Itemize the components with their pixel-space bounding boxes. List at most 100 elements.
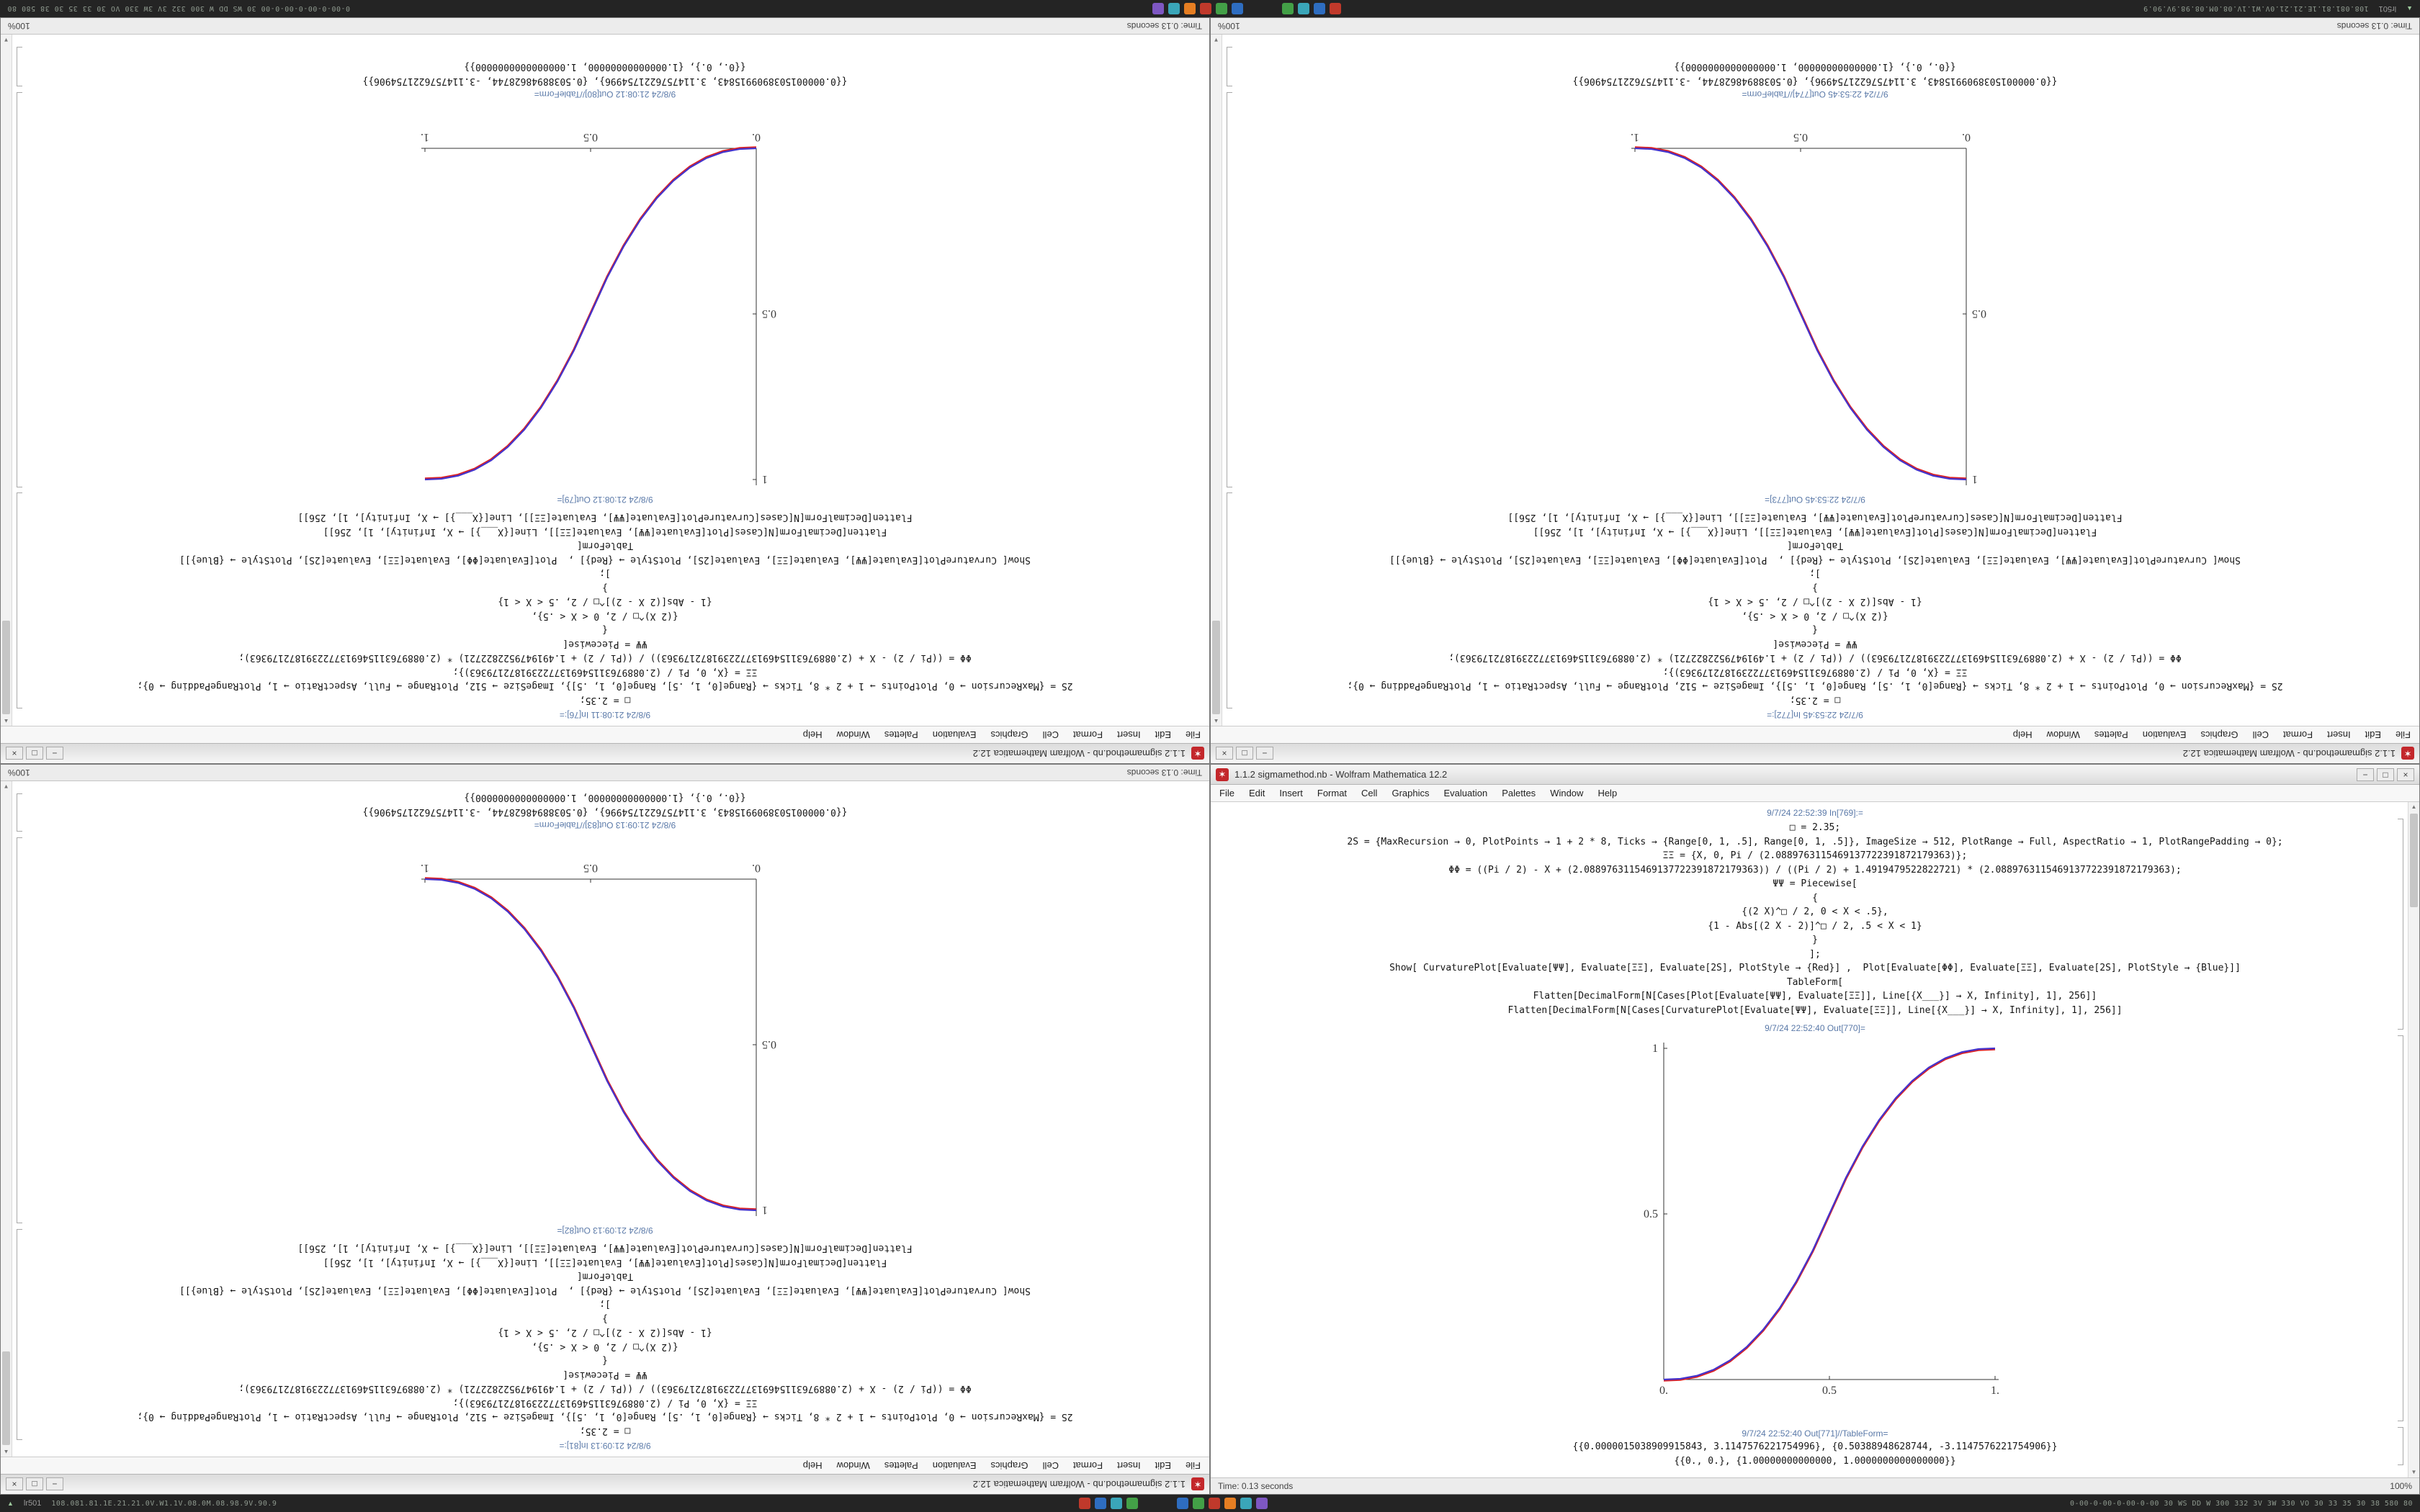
app-icon[interactable] bbox=[1215, 3, 1227, 14]
app-icon[interactable] bbox=[1224, 1498, 1237, 1509]
zoom-level[interactable]: 100% bbox=[8, 21, 30, 31]
menu-window[interactable]: Window bbox=[2046, 729, 2080, 740]
cell-bracket[interactable] bbox=[1227, 492, 1232, 708]
cell-bracket[interactable] bbox=[1227, 47, 1232, 86]
app-icon[interactable] bbox=[1240, 1498, 1252, 1509]
scroll-thumb[interactable] bbox=[2410, 814, 2418, 907]
vertical-scrollbar[interactable]: ▲ ▼ bbox=[1, 35, 12, 726]
menu-graphics[interactable]: Graphics bbox=[1392, 788, 1430, 798]
app-icon[interactable] bbox=[1231, 3, 1243, 14]
menu-format[interactable]: Format bbox=[2282, 729, 2313, 740]
menu-cell[interactable]: Cell bbox=[1361, 788, 1378, 798]
cell-bracket[interactable] bbox=[17, 837, 22, 1224]
menu-palettes[interactable]: Palettes bbox=[884, 729, 918, 740]
menu-help[interactable]: Help bbox=[802, 1460, 823, 1471]
app-icon[interactable] bbox=[1329, 3, 1341, 14]
notebook-content[interactable]: 9/7/24 22:52:39 In[769]:= □ = 2.35; 2S =… bbox=[1211, 802, 2419, 1477]
menu-format[interactable]: Format bbox=[1072, 1460, 1103, 1471]
cell-bracket[interactable] bbox=[17, 91, 22, 487]
scroll-down-arrow[interactable]: ▼ bbox=[2411, 1469, 2417, 1475]
vertical-scrollbar[interactable]: ▲ ▼ bbox=[1, 781, 12, 1457]
menu-edit[interactable]: Edit bbox=[1155, 1460, 1172, 1471]
notebook-content[interactable]: 9/7/24 22:53:45 In[772]:= □ = 2.35; 2S =… bbox=[1211, 35, 2419, 726]
taskbar-app-icons-right[interactable] bbox=[1177, 1498, 1268, 1509]
menu-graphics[interactable]: Graphics bbox=[990, 1460, 1028, 1471]
cell-bracket[interactable] bbox=[2398, 1035, 2403, 1422]
menu-edit[interactable]: Edit bbox=[1155, 729, 1172, 740]
app-icon[interactable] bbox=[1297, 3, 1309, 14]
menu-insert[interactable]: Insert bbox=[2327, 729, 2351, 740]
taskbar-app-icons-left[interactable] bbox=[1079, 1498, 1139, 1509]
menu-evaluation[interactable]: Evaluation bbox=[2142, 729, 2187, 740]
app-icon[interactable] bbox=[1313, 3, 1325, 14]
menu-help[interactable]: Help bbox=[1597, 788, 1618, 798]
scroll-thumb[interactable] bbox=[2, 621, 10, 714]
app-icon[interactable] bbox=[1177, 1498, 1189, 1509]
maximize-button[interactable]: □ bbox=[26, 747, 43, 760]
menu-help[interactable]: Help bbox=[802, 729, 823, 740]
app-icon[interactable] bbox=[1126, 1498, 1139, 1509]
code-cell[interactable]: □ = 2.35; 2S = {MaxRecursion → 0, PlotPo… bbox=[1347, 822, 2283, 1016]
code-cell[interactable]: □ = 2.35; 2S = {MaxRecursion → 0, PlotPo… bbox=[137, 1243, 1073, 1437]
minimize-button[interactable]: − bbox=[46, 1477, 63, 1491]
app-icon[interactable] bbox=[1152, 3, 1164, 14]
menu-window[interactable]: Window bbox=[836, 729, 870, 740]
app-icon[interactable] bbox=[1168, 3, 1180, 14]
menu-window[interactable]: Window bbox=[1550, 788, 1584, 798]
menu-evaluation[interactable]: Evaluation bbox=[1443, 788, 1488, 798]
minimize-button[interactable]: − bbox=[46, 747, 63, 760]
scroll-thumb[interactable] bbox=[2, 1351, 10, 1445]
cell-bracket[interactable] bbox=[1227, 91, 1232, 487]
maximize-button[interactable]: □ bbox=[1236, 747, 1253, 760]
cell-bracket[interactable] bbox=[17, 1228, 22, 1440]
menu-cell[interactable]: Cell bbox=[1042, 729, 1059, 740]
scroll-down-arrow[interactable]: ▼ bbox=[3, 37, 9, 43]
notebook-content[interactable]: 9/8/24 21:09:13 In[81]:= □ = 2.35; 2S = … bbox=[1, 781, 1209, 1457]
minimize-button[interactable]: − bbox=[1256, 747, 1273, 760]
app-icon[interactable] bbox=[1111, 1498, 1123, 1509]
scroll-up-arrow[interactable]: ▲ bbox=[3, 1449, 9, 1455]
cell-bracket[interactable] bbox=[17, 793, 22, 832]
notebook-content[interactable]: 9/8/24 21:08:11 In[76]:= □ = 2.35; 2S = … bbox=[1, 35, 1209, 726]
menu-file[interactable]: File bbox=[2396, 729, 2411, 740]
menu-cell[interactable]: Cell bbox=[1042, 1460, 1059, 1471]
menu-edit[interactable]: Edit bbox=[2365, 729, 2382, 740]
menu-window[interactable]: Window bbox=[836, 1460, 870, 1471]
menu-insert[interactable]: Insert bbox=[1117, 1460, 1141, 1471]
zoom-level[interactable]: 100% bbox=[8, 768, 30, 778]
app-icon[interactable] bbox=[1079, 1498, 1091, 1509]
app-icon[interactable] bbox=[1095, 1498, 1107, 1509]
menu-palettes[interactable]: Palettes bbox=[1502, 788, 1536, 798]
menu-format[interactable]: Format bbox=[1072, 729, 1103, 740]
menu-file[interactable]: File bbox=[1186, 1460, 1201, 1471]
scroll-down-arrow[interactable]: ▼ bbox=[3, 783, 9, 790]
taskbar-app-icons-left[interactable] bbox=[1281, 3, 1341, 14]
menu-graphics[interactable]: Graphics bbox=[2200, 729, 2238, 740]
menu-help[interactable]: Help bbox=[2012, 729, 2033, 740]
zoom-level[interactable]: 100% bbox=[2390, 1481, 2412, 1491]
cell-bracket[interactable] bbox=[2398, 819, 2403, 1030]
zoom-level[interactable]: 100% bbox=[1218, 21, 1240, 31]
menu-format[interactable]: Format bbox=[1317, 788, 1348, 798]
code-cell[interactable]: □ = 2.35; 2S = {MaxRecursion → 0, PlotPo… bbox=[1347, 512, 2283, 706]
scroll-up-arrow[interactable]: ▲ bbox=[3, 718, 9, 724]
menu-palettes[interactable]: Palettes bbox=[884, 1460, 918, 1471]
code-cell[interactable]: □ = 2.35; 2S = {MaxRecursion → 0, PlotPo… bbox=[137, 512, 1073, 706]
cell-bracket[interactable] bbox=[17, 47, 22, 86]
menu-cell[interactable]: Cell bbox=[2252, 729, 2269, 740]
titlebar[interactable]: ✶ 1.1.2 sigmamethod.nb - Wolfram Mathema… bbox=[1211, 765, 2419, 785]
menu-file[interactable]: File bbox=[1219, 788, 1234, 798]
titlebar[interactable]: ✶ 1.1.2 sigmamethod.nb - Wolfram Mathema… bbox=[1, 743, 1209, 763]
cell-bracket[interactable] bbox=[2398, 1426, 2403, 1466]
menu-insert[interactable]: Insert bbox=[1279, 788, 1303, 798]
menu-graphics[interactable]: Graphics bbox=[990, 729, 1028, 740]
scroll-down-arrow[interactable]: ▼ bbox=[1213, 37, 1219, 43]
app-icon[interactable] bbox=[1281, 3, 1294, 14]
app-icon[interactable] bbox=[1183, 3, 1196, 14]
menu-insert[interactable]: Insert bbox=[1117, 729, 1141, 740]
menu-evaluation[interactable]: Evaluation bbox=[932, 729, 977, 740]
maximize-button[interactable]: □ bbox=[26, 1477, 43, 1491]
taskbar-app-icons-right[interactable] bbox=[1152, 3, 1243, 14]
app-icon[interactable] bbox=[1199, 3, 1211, 14]
close-button[interactable]: × bbox=[6, 1477, 23, 1491]
